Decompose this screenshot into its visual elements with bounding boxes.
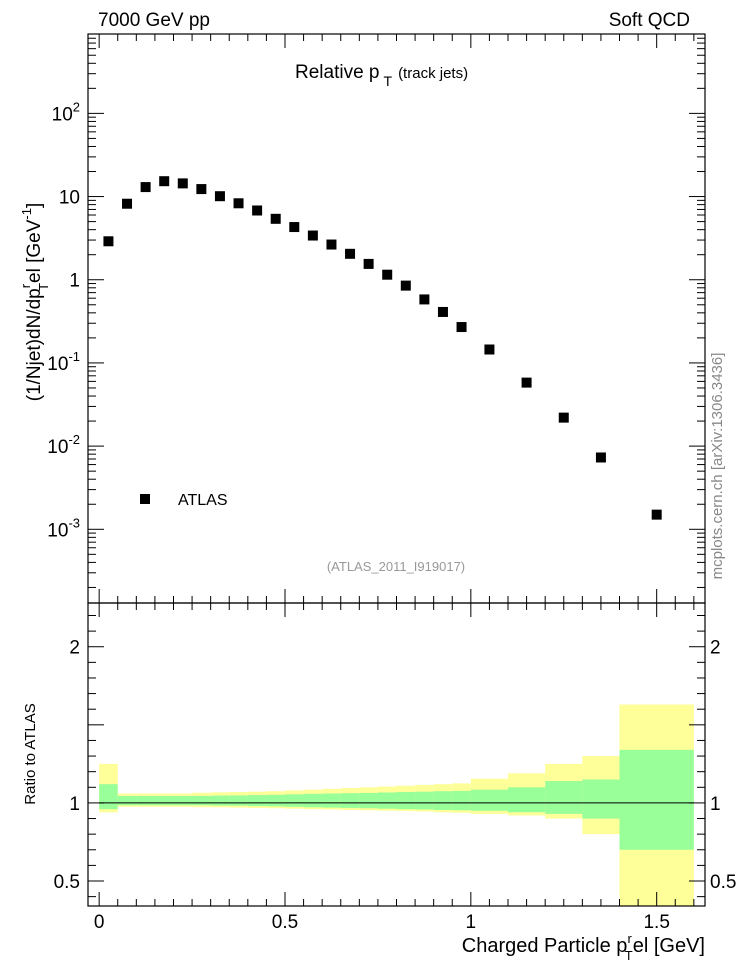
data-point [651,509,662,520]
data-point [103,236,114,247]
stat-band-bin [303,793,323,808]
y-tick-label: 10-2 [47,432,80,458]
y-tick-label: 10-3 [47,515,80,541]
stat-band-bin [619,749,694,850]
ratio-y-tick-label-left: 2 [69,638,80,659]
main-y-tick-labels: 10-3 10-2 10-1 1 10 102 [47,99,80,541]
stat-band-bin [452,790,471,811]
y-tick-label: 10 [59,188,80,209]
stat-band-bin [396,791,416,810]
ratio-y-tick-labels: 0.5 0.5 1 1 2 2 [54,638,737,893]
data-point [196,184,207,195]
stat-band-bin [136,795,155,806]
stat-band-bin [545,781,583,814]
x-tick-label: 1 [466,912,477,933]
data-point [363,258,374,269]
data-point [484,344,495,355]
main-y-axis-label: (1/Njet)dN/dpr Tel [GeV-1] [18,203,51,402]
legend-marker [140,494,150,504]
header-energy-label: 7000 GeV pp [98,10,210,31]
ratio-y-tick-label-right: 2 [710,638,721,659]
data-point [159,176,170,187]
data-point [140,182,151,193]
stat-band-bin [192,795,211,806]
ratio-stat-band [99,749,694,850]
data-point [252,205,263,216]
header-process-label: Soft QCD [609,10,690,31]
stat-band-bin [247,795,267,807]
stat-band-bin [99,784,118,810]
stat-band-bin [117,795,137,806]
ratio-plot-frame [87,602,706,907]
data-point [558,412,569,423]
stat-band-bin [340,793,360,808]
atlas-data-points [103,176,662,520]
stat-band-bin [210,795,230,806]
ratio-y-axis-label: Ratio to ATLAS [22,703,39,804]
stat-band-bin [470,789,509,811]
stat-band-bin [359,792,378,809]
ratio-y-tick-label-right: 1 [710,794,721,815]
data-point [326,239,337,250]
data-point [214,191,225,202]
data-point [437,306,448,317]
stat-band-bin [322,793,341,808]
y-tick-label: 10-1 [47,349,80,375]
ratio-y-tick-label-left: 1 [69,794,80,815]
main-plot-frame [87,33,706,604]
plot-title: Relative p T (track jets) [295,62,468,89]
data-point [400,280,411,291]
data-point [289,222,300,233]
x-tick-label: 0 [94,912,105,933]
stat-band-bin [582,779,620,819]
data-point [419,294,430,305]
ratio-axis-ticks [88,603,705,906]
data-point [307,230,318,241]
ratio-y-tick-label-right: 0.5 [710,872,736,893]
stat-band-bin [173,795,193,806]
stat-band-bin [377,792,397,809]
data-point [595,452,606,463]
stat-band-bin [229,795,248,806]
stat-band-bin [154,795,174,806]
data-point [345,248,356,259]
mcplots-side-label: mcplots.cern.ch [arXiv:1306.3436] [709,353,726,580]
analysis-label: (ATLAS_2011_I919017) [327,559,465,574]
y-tick-label: 1 [69,271,80,292]
legend-label-atlas: ATLAS [178,492,228,509]
stat-band-bin [266,794,285,807]
x-tick-label: 0.5 [272,912,298,933]
x-axis-label: Charged Particle pr Tel [GeV] [462,931,705,963]
data-point [521,377,532,388]
data-point [177,178,188,189]
x-tick-label: 1.5 [643,912,669,933]
stat-band-bin [284,794,304,807]
x-tick-labels: 0 0.5 1 1.5 [94,912,670,933]
data-point [456,322,467,333]
data-point [270,213,281,224]
ratio-y-tick-label-left: 0.5 [54,872,80,893]
data-point [233,198,244,209]
stat-band-bin [433,791,453,810]
stat-band-bin [508,787,546,813]
y-tick-label: 102 [52,99,80,125]
stat-band-bin [415,791,434,810]
main-axis-ticks [88,33,705,603]
data-point [382,269,393,280]
data-point [122,198,133,209]
